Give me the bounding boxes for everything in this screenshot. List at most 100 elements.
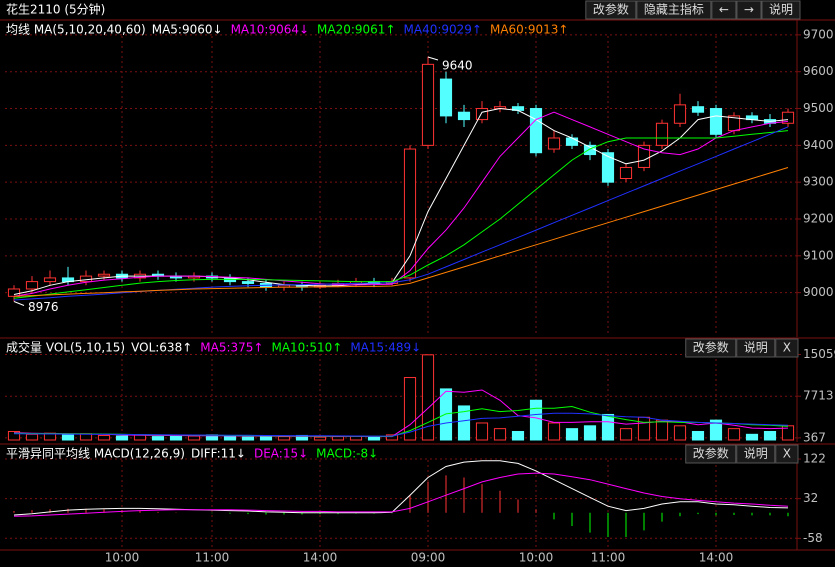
indicator-label: 平滑异同平均线 MACD(12,26,9) [6, 447, 185, 461]
legend-entry: MA10:510↑ [271, 341, 342, 355]
button-label[interactable]: 说明 [744, 340, 768, 355]
indicator-line [13, 130, 789, 299]
button[interactable] [585, 0, 637, 20]
candle-body [25, 281, 39, 290]
volume-bar [691, 430, 705, 441]
button[interactable] [761, 0, 801, 20]
button-label[interactable]: 说明 [769, 2, 793, 17]
volume-bar [583, 425, 597, 441]
y-tick-label: 9300 [803, 175, 834, 189]
annotation: 8976 [28, 300, 59, 314]
button-label[interactable]: 改参数 [593, 2, 629, 17]
x-tick-label: 10:00 [519, 551, 554, 565]
indicator-label: 成交量 VOL(5,10,15) [6, 340, 125, 355]
button-label[interactable]: X [783, 341, 791, 355]
button[interactable] [636, 0, 712, 20]
candle-body [781, 111, 795, 124]
chart-title: 花生2110 (5分钟) [6, 2, 105, 17]
candle-body [673, 104, 687, 124]
candle-body [475, 108, 489, 121]
button[interactable] [711, 0, 737, 20]
indicator-label: 均线 MA(5,10,20,40,60) [6, 23, 146, 37]
legend-entry: MA20:9061↑ [317, 23, 395, 37]
volume-bar [61, 434, 75, 441]
button[interactable] [736, 0, 762, 20]
x-tick-label: 09:00 [411, 551, 446, 565]
volume-bar [421, 354, 435, 441]
button-label[interactable]: 隐藏主指标 [644, 2, 704, 17]
legend-entry: VOL:638↑ [131, 341, 192, 355]
button-label[interactable]: 改参数 [693, 340, 729, 355]
annotation: 9640 [442, 58, 473, 72]
volume-bar [529, 399, 543, 441]
x-tick-label: 14:00 [699, 551, 734, 565]
y-tick-label: 9000 [803, 285, 834, 299]
legend-entry: MACD:-8↓ [316, 447, 378, 461]
legend-entry: MA10:9064↓ [231, 23, 309, 37]
indicator-line [13, 389, 789, 438]
button[interactable] [685, 338, 737, 358]
volume-bar [709, 419, 723, 441]
volume-bar [655, 419, 669, 441]
candle-body [655, 122, 669, 146]
volume-bar [151, 436, 165, 441]
button[interactable] [775, 444, 799, 464]
x-tick-label: 10:00 [105, 551, 140, 565]
indicator-line [13, 412, 789, 437]
volume-bar [7, 430, 21, 441]
button[interactable] [736, 338, 776, 358]
legend-entry: MA15:489↓ [350, 341, 421, 355]
volume-bar [547, 422, 561, 441]
candle-body [709, 108, 723, 135]
volume-bar [493, 428, 507, 441]
button-label[interactable]: ← [719, 3, 729, 17]
volume-bar [475, 422, 489, 441]
volume-bar [511, 430, 525, 441]
volume-bar [745, 433, 759, 441]
indicator-line [13, 460, 789, 516]
candle-body [691, 106, 705, 113]
indicator-line [13, 126, 789, 301]
candle-body [529, 108, 543, 154]
volume-bar [403, 377, 417, 441]
volume-bar [223, 436, 237, 441]
y-tick-label: 367 [803, 430, 826, 444]
volume-bar [367, 436, 381, 441]
volume-bar [169, 434, 183, 441]
volume-bar [673, 425, 687, 441]
x-tick-label: 11:00 [591, 551, 626, 565]
volume-bar [115, 435, 129, 441]
y-tick-label: 9600 [803, 64, 834, 78]
indicator-line [13, 167, 789, 297]
candle-body [601, 152, 615, 183]
button-label[interactable]: X [783, 447, 791, 461]
y-tick-label: 9200 [803, 212, 834, 226]
candle-body [43, 277, 57, 283]
volume-bar [97, 434, 111, 441]
button-label[interactable]: 说明 [744, 446, 768, 461]
volume-bar [637, 416, 651, 441]
candle-body [565, 137, 579, 146]
y-tick-label: 32 [803, 491, 818, 505]
y-tick-label: 9500 [803, 101, 834, 115]
legend-entry: MA60:9013↑ [490, 23, 568, 37]
volume-bar [331, 436, 345, 441]
candle-body [97, 273, 111, 277]
candle-body [439, 78, 453, 117]
candle-body [403, 148, 417, 279]
candle-body [241, 281, 255, 284]
annotation-line [13, 301, 25, 306]
volume-bar [313, 436, 327, 441]
annotation-line [427, 56, 439, 61]
volume-bar [25, 433, 39, 441]
volume-bar [385, 434, 399, 441]
candle-body [547, 137, 561, 150]
volume-bar [601, 413, 615, 441]
button-label[interactable]: → [744, 3, 754, 17]
button-label[interactable]: 改参数 [693, 446, 729, 461]
button[interactable] [685, 444, 737, 464]
button[interactable] [736, 444, 776, 464]
volume-bar [457, 405, 471, 441]
candle-body [79, 275, 93, 283]
button[interactable] [775, 338, 799, 358]
